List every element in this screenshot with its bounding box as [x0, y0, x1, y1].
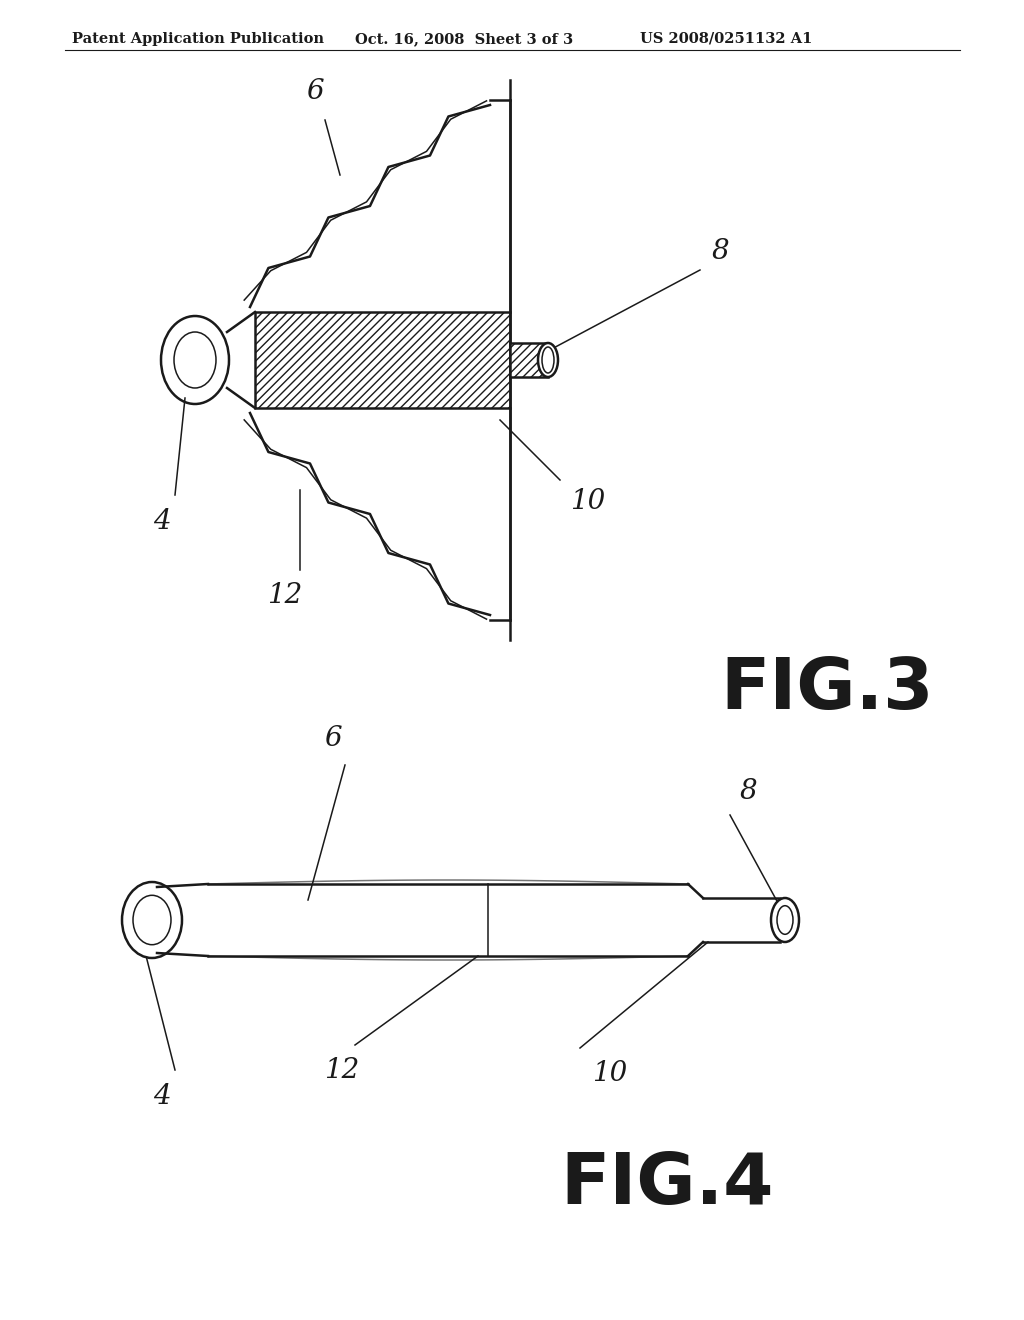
- Ellipse shape: [771, 898, 799, 942]
- Text: 8: 8: [712, 238, 730, 265]
- Text: Patent Application Publication: Patent Application Publication: [72, 32, 324, 46]
- Text: 6: 6: [306, 78, 324, 106]
- Bar: [510, 343, 548, 378]
- Text: 8: 8: [740, 777, 758, 805]
- Bar: [255, 312, 510, 408]
- Text: 10: 10: [592, 1060, 628, 1086]
- Text: 4: 4: [154, 1082, 171, 1110]
- Text: 12: 12: [267, 582, 303, 609]
- Ellipse shape: [133, 895, 171, 945]
- Ellipse shape: [174, 333, 216, 388]
- Ellipse shape: [122, 882, 182, 958]
- Text: 10: 10: [570, 488, 605, 515]
- Bar: [255, 312, 510, 408]
- Text: Oct. 16, 2008  Sheet 3 of 3: Oct. 16, 2008 Sheet 3 of 3: [355, 32, 573, 46]
- Text: 4: 4: [154, 508, 171, 535]
- Bar: [510, 343, 548, 378]
- Ellipse shape: [538, 343, 558, 378]
- Text: 6: 6: [325, 725, 342, 752]
- Text: FIG.3: FIG.3: [720, 655, 934, 723]
- Text: 12: 12: [325, 1057, 359, 1084]
- Text: FIG.4: FIG.4: [560, 1150, 773, 1218]
- Text: US 2008/0251132 A1: US 2008/0251132 A1: [640, 32, 812, 46]
